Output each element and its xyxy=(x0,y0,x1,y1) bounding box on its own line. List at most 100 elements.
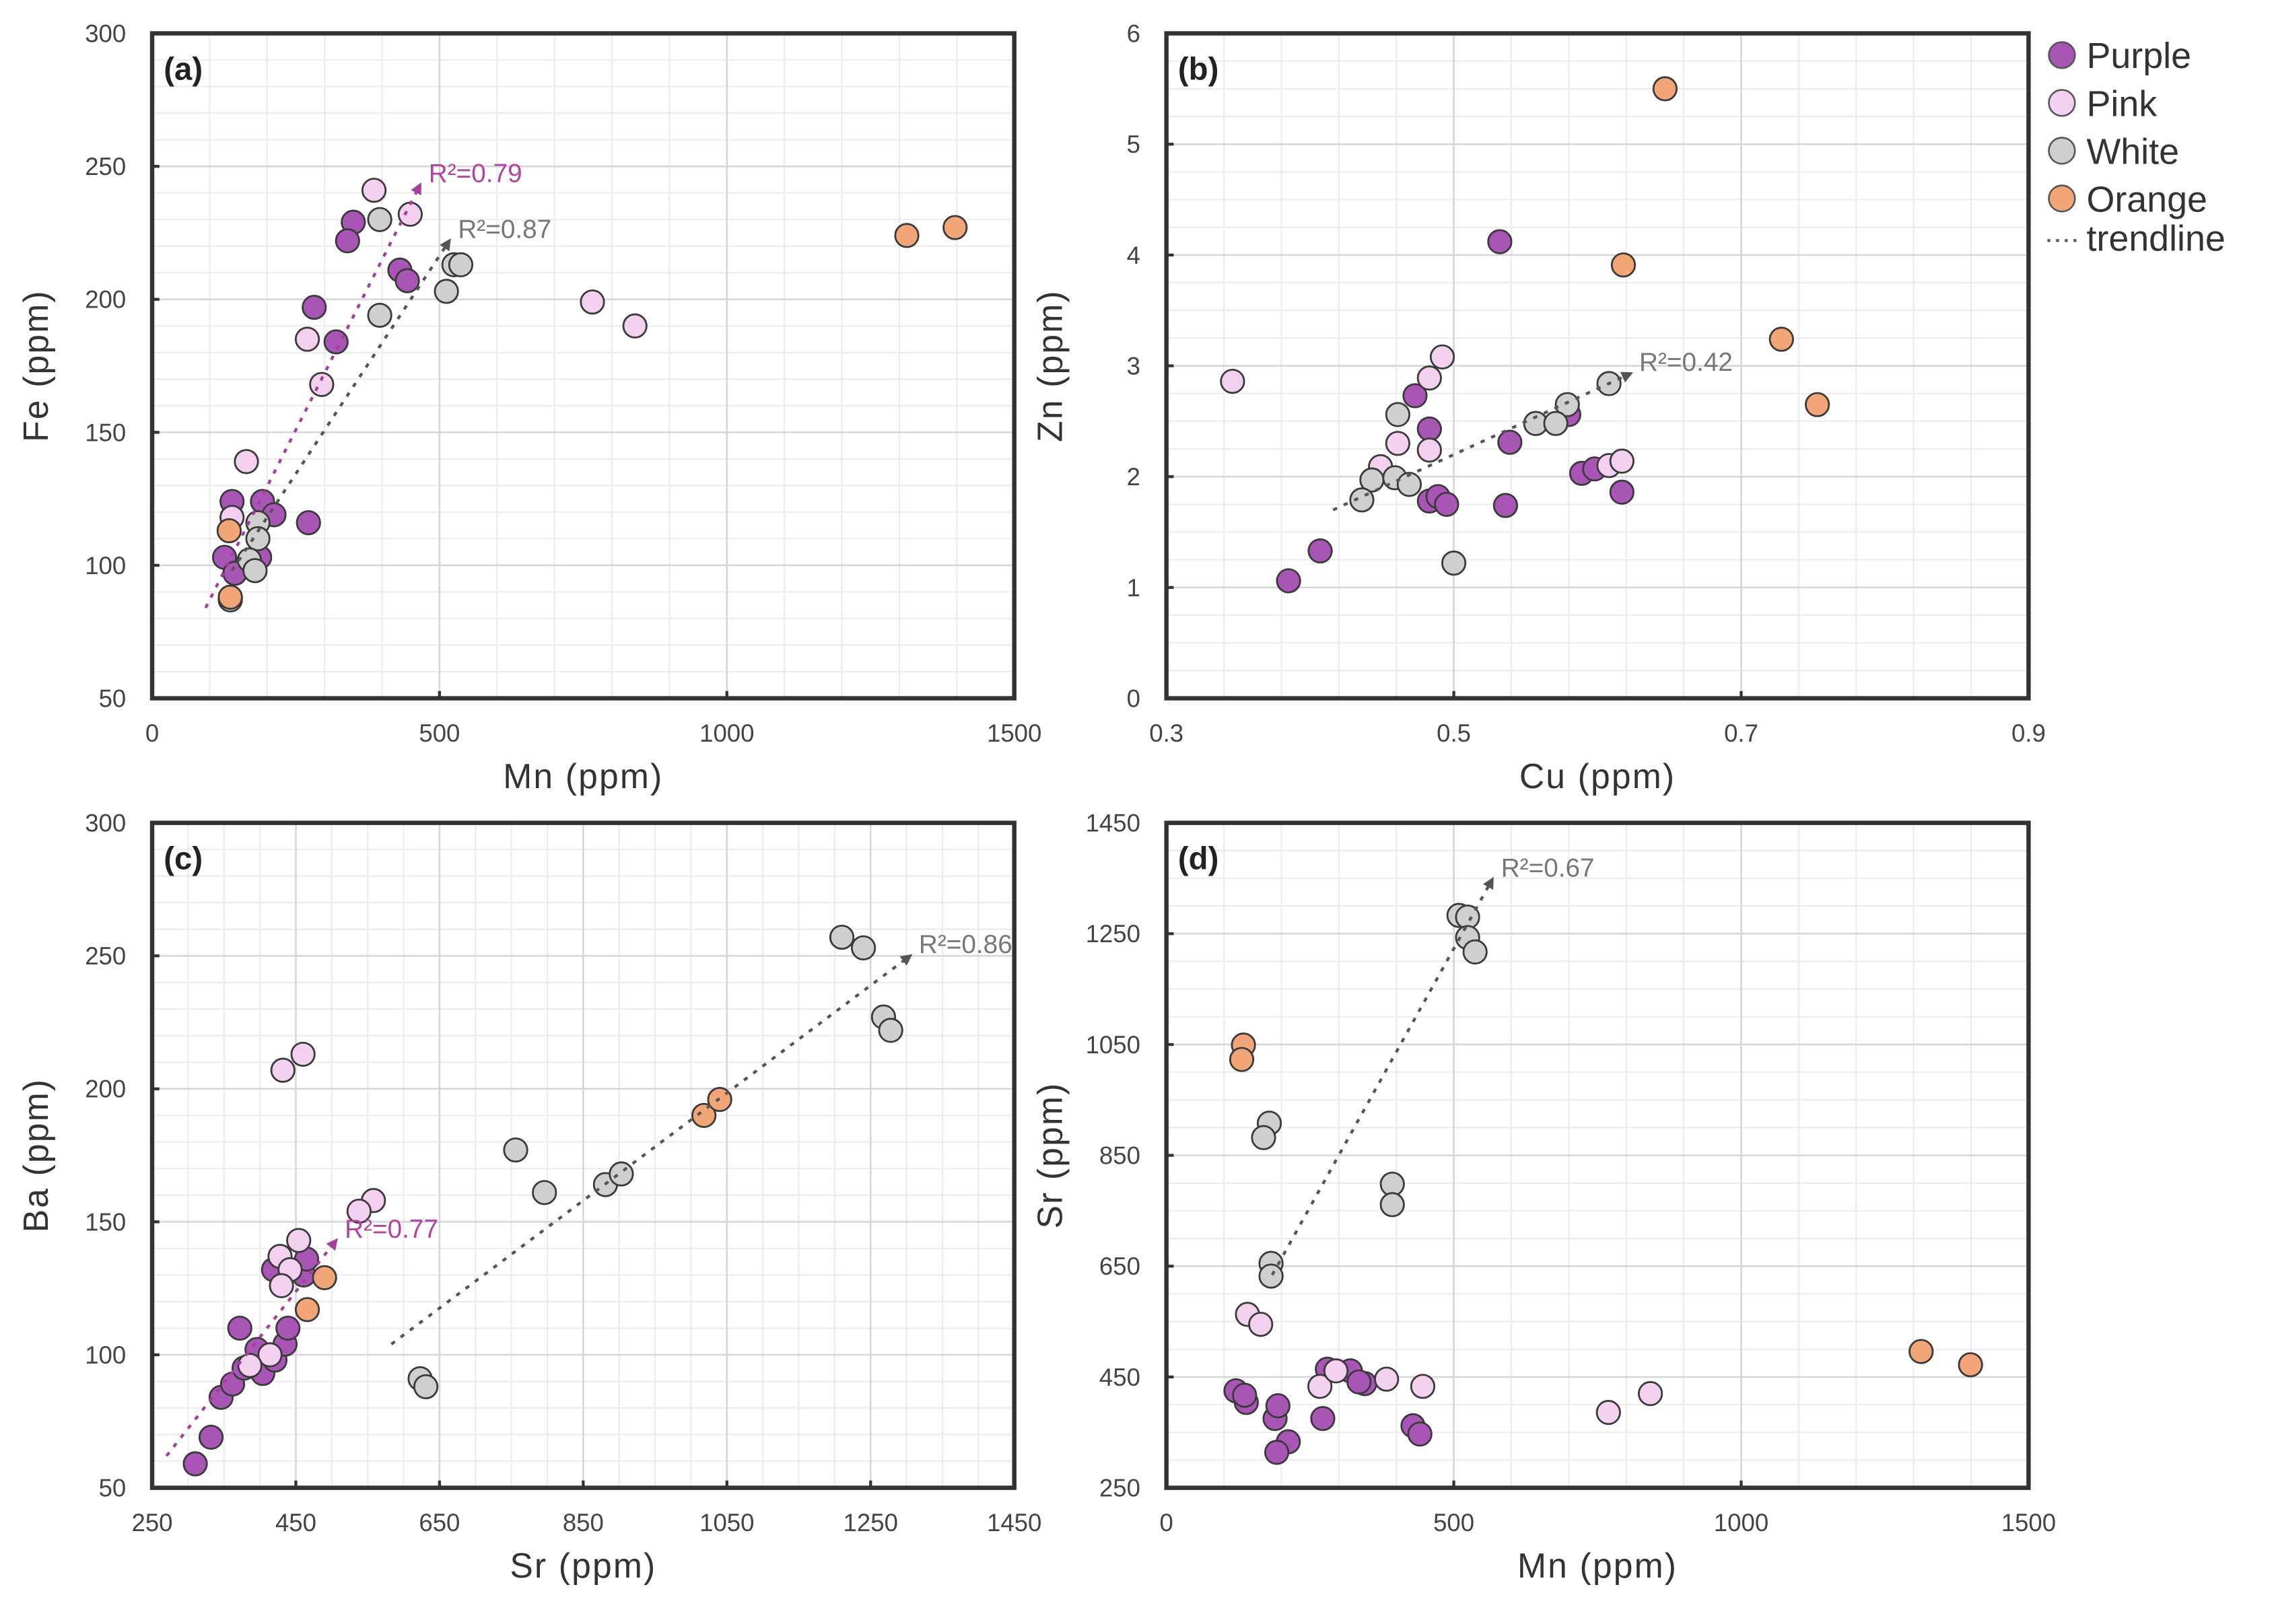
x-tick-label: 1500 xyxy=(987,719,1041,747)
data-point-white xyxy=(850,935,876,960)
y-tick-label: 1450 xyxy=(1086,810,1140,837)
panel-c: 250 450 650 850 1050 1250 1450 50 100 150 200 250 30… xyxy=(16,810,1041,1585)
y-tick-label: 250 xyxy=(85,942,126,970)
y-tick-label: 450 xyxy=(1099,1364,1140,1391)
data-point-purple xyxy=(275,1315,301,1341)
data-point-white xyxy=(1396,472,1422,497)
x-tick-label: 450 xyxy=(275,1509,316,1537)
y-tick-label: 2 xyxy=(1127,463,1140,491)
data-point-white xyxy=(1441,551,1467,576)
legend-marker-white xyxy=(2048,137,2076,165)
x-tick-label: 1000 xyxy=(1714,1509,1768,1537)
y-tick-label: 200 xyxy=(85,286,126,314)
data-point-orange xyxy=(216,518,242,544)
x-tick-label: 250 xyxy=(131,1509,172,1537)
plot-frame xyxy=(149,820,1017,1490)
data-point-pink xyxy=(1429,344,1455,369)
data-point-white xyxy=(1543,411,1569,436)
x-tick-label: 0.5 xyxy=(1437,719,1471,747)
x-axis-title: Sr (ppm) xyxy=(510,1546,656,1585)
data-point-purple xyxy=(1487,229,1513,254)
y-tick-label: 6 xyxy=(1127,20,1140,47)
data-point-purple xyxy=(296,510,321,536)
x-tick-label: 500 xyxy=(419,719,460,747)
y-axis-title: Ba (ppm) xyxy=(16,1078,55,1233)
x-axis-title: Mn (ppm) xyxy=(1517,1546,1678,1585)
y-tick-label: 5 xyxy=(1127,131,1140,158)
data-point-purple xyxy=(1310,1406,1336,1432)
data-point-white xyxy=(1554,392,1580,417)
data-point-purple xyxy=(182,1451,208,1477)
data-point-pink xyxy=(257,1342,283,1368)
data-point-purple xyxy=(1492,493,1519,518)
data-point-pink xyxy=(1248,1312,1274,1337)
y-tick-label: 0 xyxy=(1127,684,1140,712)
data-point-pink xyxy=(580,289,605,315)
data-point-orange xyxy=(1768,326,1794,352)
data-point-pink xyxy=(1609,448,1634,474)
legend-label: Purple xyxy=(2086,36,2191,76)
y-tick-label: 1 xyxy=(1127,574,1140,602)
data-point-white xyxy=(367,207,392,232)
data-point-pink xyxy=(1416,365,1442,391)
x-tick-label: 0.3 xyxy=(1149,719,1183,747)
r-squared-label: R²=0.87 xyxy=(458,215,551,244)
data-point-pink xyxy=(1416,437,1442,463)
x-tick-label: 1250 xyxy=(844,1509,898,1537)
data-point-purple xyxy=(1434,491,1459,517)
x-tick-label: 1050 xyxy=(699,1509,754,1537)
plot-frame xyxy=(149,31,1017,701)
y-tick-label: 100 xyxy=(85,1341,126,1369)
y-tick-label: 300 xyxy=(85,20,126,47)
data-point-white xyxy=(609,1161,634,1187)
x-tick-label: 0.7 xyxy=(1724,719,1758,747)
legend-label-trendline: trendline xyxy=(2086,218,2225,258)
y-axis-title: Zn (ppm) xyxy=(1031,289,1070,442)
data-point-pink xyxy=(1410,1374,1436,1399)
data-point-orange xyxy=(691,1102,717,1128)
data-point-pink xyxy=(1323,1358,1349,1384)
data-point-white xyxy=(878,1018,903,1043)
data-point-white xyxy=(1462,939,1488,965)
data-point-purple xyxy=(1416,416,1442,442)
y-tick-label: 100 xyxy=(85,552,126,579)
x-axis-title: Cu (ppm) xyxy=(1519,756,1676,796)
y-tick-label: 250 xyxy=(1099,1475,1140,1502)
y-tick-label: 1250 xyxy=(1086,920,1140,948)
data-point-pink xyxy=(1595,1400,1621,1425)
data-point-orange xyxy=(1229,1047,1255,1072)
x-tick-label: 650 xyxy=(419,1509,460,1537)
trendline-white xyxy=(230,238,451,572)
data-point-purple xyxy=(198,1424,224,1450)
trendline-white xyxy=(1332,372,1634,511)
data-point-pink xyxy=(622,313,648,339)
plot-frame xyxy=(1164,31,2031,701)
legend-marker-purple xyxy=(2048,41,2076,69)
x-tick-label: 1500 xyxy=(2001,1509,2056,1537)
data-point-purple xyxy=(227,1315,252,1341)
panel-label: (a) xyxy=(164,51,203,87)
data-point-pink xyxy=(269,1273,294,1298)
data-point-white xyxy=(1251,1125,1276,1150)
data-point-purple xyxy=(1276,568,1301,594)
data-point-purple xyxy=(1609,479,1634,505)
data-point-orange xyxy=(312,1265,337,1291)
data-point-purple xyxy=(1232,1382,1258,1408)
data-point-white xyxy=(1385,402,1410,427)
data-point-pink xyxy=(1374,1366,1400,1392)
panel-b: 0.3 0.5 0.7 0.9 0 1 2 3 4 5 6 (b) Cu (ppm) Zn (ppm) R²… xyxy=(1031,20,2046,795)
data-point-orange xyxy=(942,215,968,240)
data-point-purple xyxy=(1307,538,1333,564)
trendline-white xyxy=(1270,876,1494,1276)
panel-label: (c) xyxy=(164,841,203,877)
x-tick-label: 1450 xyxy=(987,1509,1041,1537)
r-squared-label: R²=0.42 xyxy=(1639,348,1733,377)
data-point-white xyxy=(829,924,855,950)
r-squared-label: R²=0.79 xyxy=(429,160,522,188)
trendline-purple xyxy=(204,182,421,609)
legend-label: Pink xyxy=(2086,83,2157,124)
data-point-orange xyxy=(894,223,920,248)
y-tick-label: 150 xyxy=(85,419,126,446)
